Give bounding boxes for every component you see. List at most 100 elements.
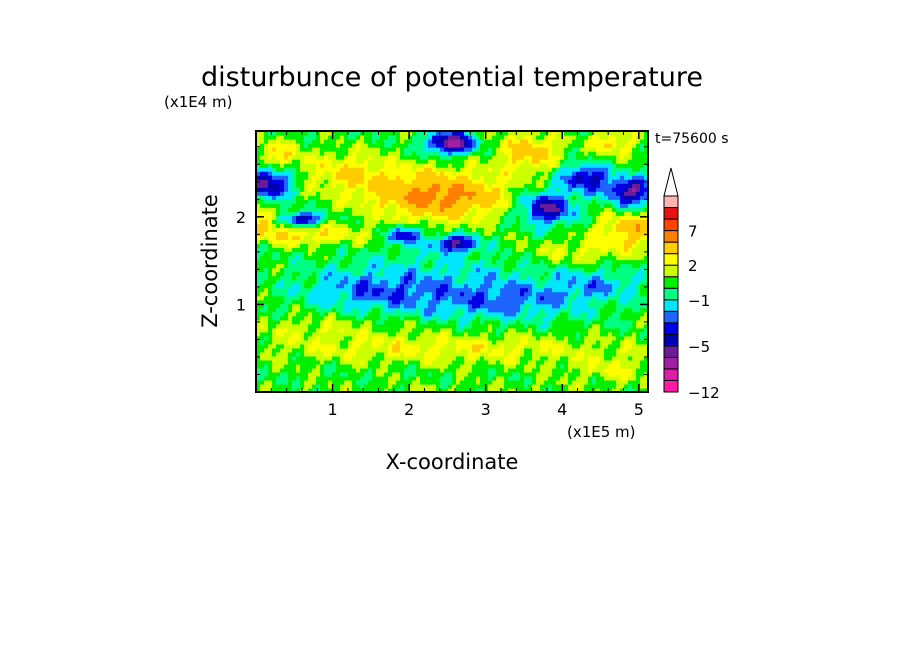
heatmap-cell [484,351,489,357]
heatmap-cell [632,323,637,329]
heatmap-cell [612,283,617,289]
heatmap-cell [440,195,445,200]
heatmap-cell [524,191,529,196]
heatmap-cell [512,375,517,381]
heatmap-cell [364,227,369,232]
heatmap-cell [396,203,401,208]
heatmap-cell [576,283,581,289]
heatmap-cell [264,219,269,224]
heatmap-cell [404,359,409,365]
heatmap-cell [300,303,305,309]
heatmap-cell [532,263,537,269]
heatmap-cell [392,363,397,369]
heatmap-cell [336,287,341,293]
heatmap-cell [376,319,381,325]
heatmap-cell [572,227,577,232]
heatmap-cell [304,263,309,269]
heatmap-cell [432,215,437,220]
heatmap-cell [516,287,521,293]
heatmap-cell [380,295,385,301]
heatmap-cell [644,323,648,329]
heatmap-cell [508,215,513,220]
heatmap-cell [428,199,433,204]
heatmap-cell [384,351,389,357]
heatmap-cell [344,259,349,265]
heatmap-cell [424,203,429,208]
heatmap-cell [424,191,429,196]
heatmap-cell [540,327,545,333]
heatmap-cell [552,335,557,341]
heatmap-cell [368,283,373,289]
heatmap-cell [392,199,397,204]
heatmap-cell [600,207,605,212]
heatmap-cell [332,251,337,257]
heatmap-cell [564,203,569,208]
heatmap-cell [276,219,281,224]
heatmap-cell [504,327,509,333]
heatmap-cell [464,363,469,369]
heatmap-cell [644,387,648,392]
heatmap-cell [396,319,401,325]
heatmap-cell [584,267,589,273]
heatmap-cell [280,267,285,273]
heatmap-cell [484,251,489,257]
heatmap-cell [532,239,537,245]
heatmap-cell [560,355,565,361]
heatmap-cell [452,367,457,373]
heatmap-cell [404,227,409,232]
heatmap-cell [292,327,297,333]
heatmap-cell [544,363,549,369]
heatmap-cell [268,219,273,224]
heatmap-cell [292,351,297,357]
heatmap-cell [364,315,369,321]
heatmap-cell [380,259,385,265]
heatmap-cell [564,359,569,365]
heatmap-cell [292,323,297,329]
heatmap-cell [300,307,305,313]
heatmap-cell [516,383,521,389]
heatmap-cell [396,331,401,337]
heatmap-cell [576,219,581,224]
heatmap-cell [520,191,525,196]
heatmap-cell [508,199,513,204]
heatmap-cell [356,271,361,277]
heatmap-cell [488,347,493,353]
heatmap-cell [616,243,621,249]
heatmap-cell [268,279,273,285]
heatmap-cell [320,231,325,236]
heatmap-cell [572,243,577,249]
heatmap-cell [640,323,645,329]
heatmap-cell [388,355,393,361]
heatmap-cell [524,331,529,337]
heatmap-cell [304,335,309,341]
heatmap-cell [440,299,445,305]
heatmap-cell [548,303,553,309]
heatmap-cell [636,307,641,313]
heatmap-cell [412,343,417,349]
heatmap-cell [352,387,357,392]
heatmap-cell [396,367,401,373]
heatmap-cell [396,247,401,253]
heatmap-cell [288,339,293,345]
heatmap-cell [356,255,361,261]
heatmap-cell [548,327,553,333]
heatmap-cell [300,211,305,216]
heatmap-cell [524,251,529,257]
heatmap-cell [336,203,341,208]
heatmap-cell [460,387,465,392]
heatmap-cell [500,243,505,249]
heatmap-cell [256,367,261,373]
heatmap-cell [540,303,545,309]
heatmap-cell [436,303,441,309]
heatmap-cell [496,287,501,293]
heatmap-cell [592,255,597,261]
heatmap-cell [324,287,329,293]
heatmap-cell [456,287,461,293]
heatmap-cell [484,223,489,228]
heatmap-cell [520,279,525,285]
heatmap-cell [296,383,301,389]
heatmap-cell [604,231,609,236]
heatmap-cell [432,299,437,305]
heatmap-cell [408,227,413,232]
heatmap-cell [344,231,349,236]
